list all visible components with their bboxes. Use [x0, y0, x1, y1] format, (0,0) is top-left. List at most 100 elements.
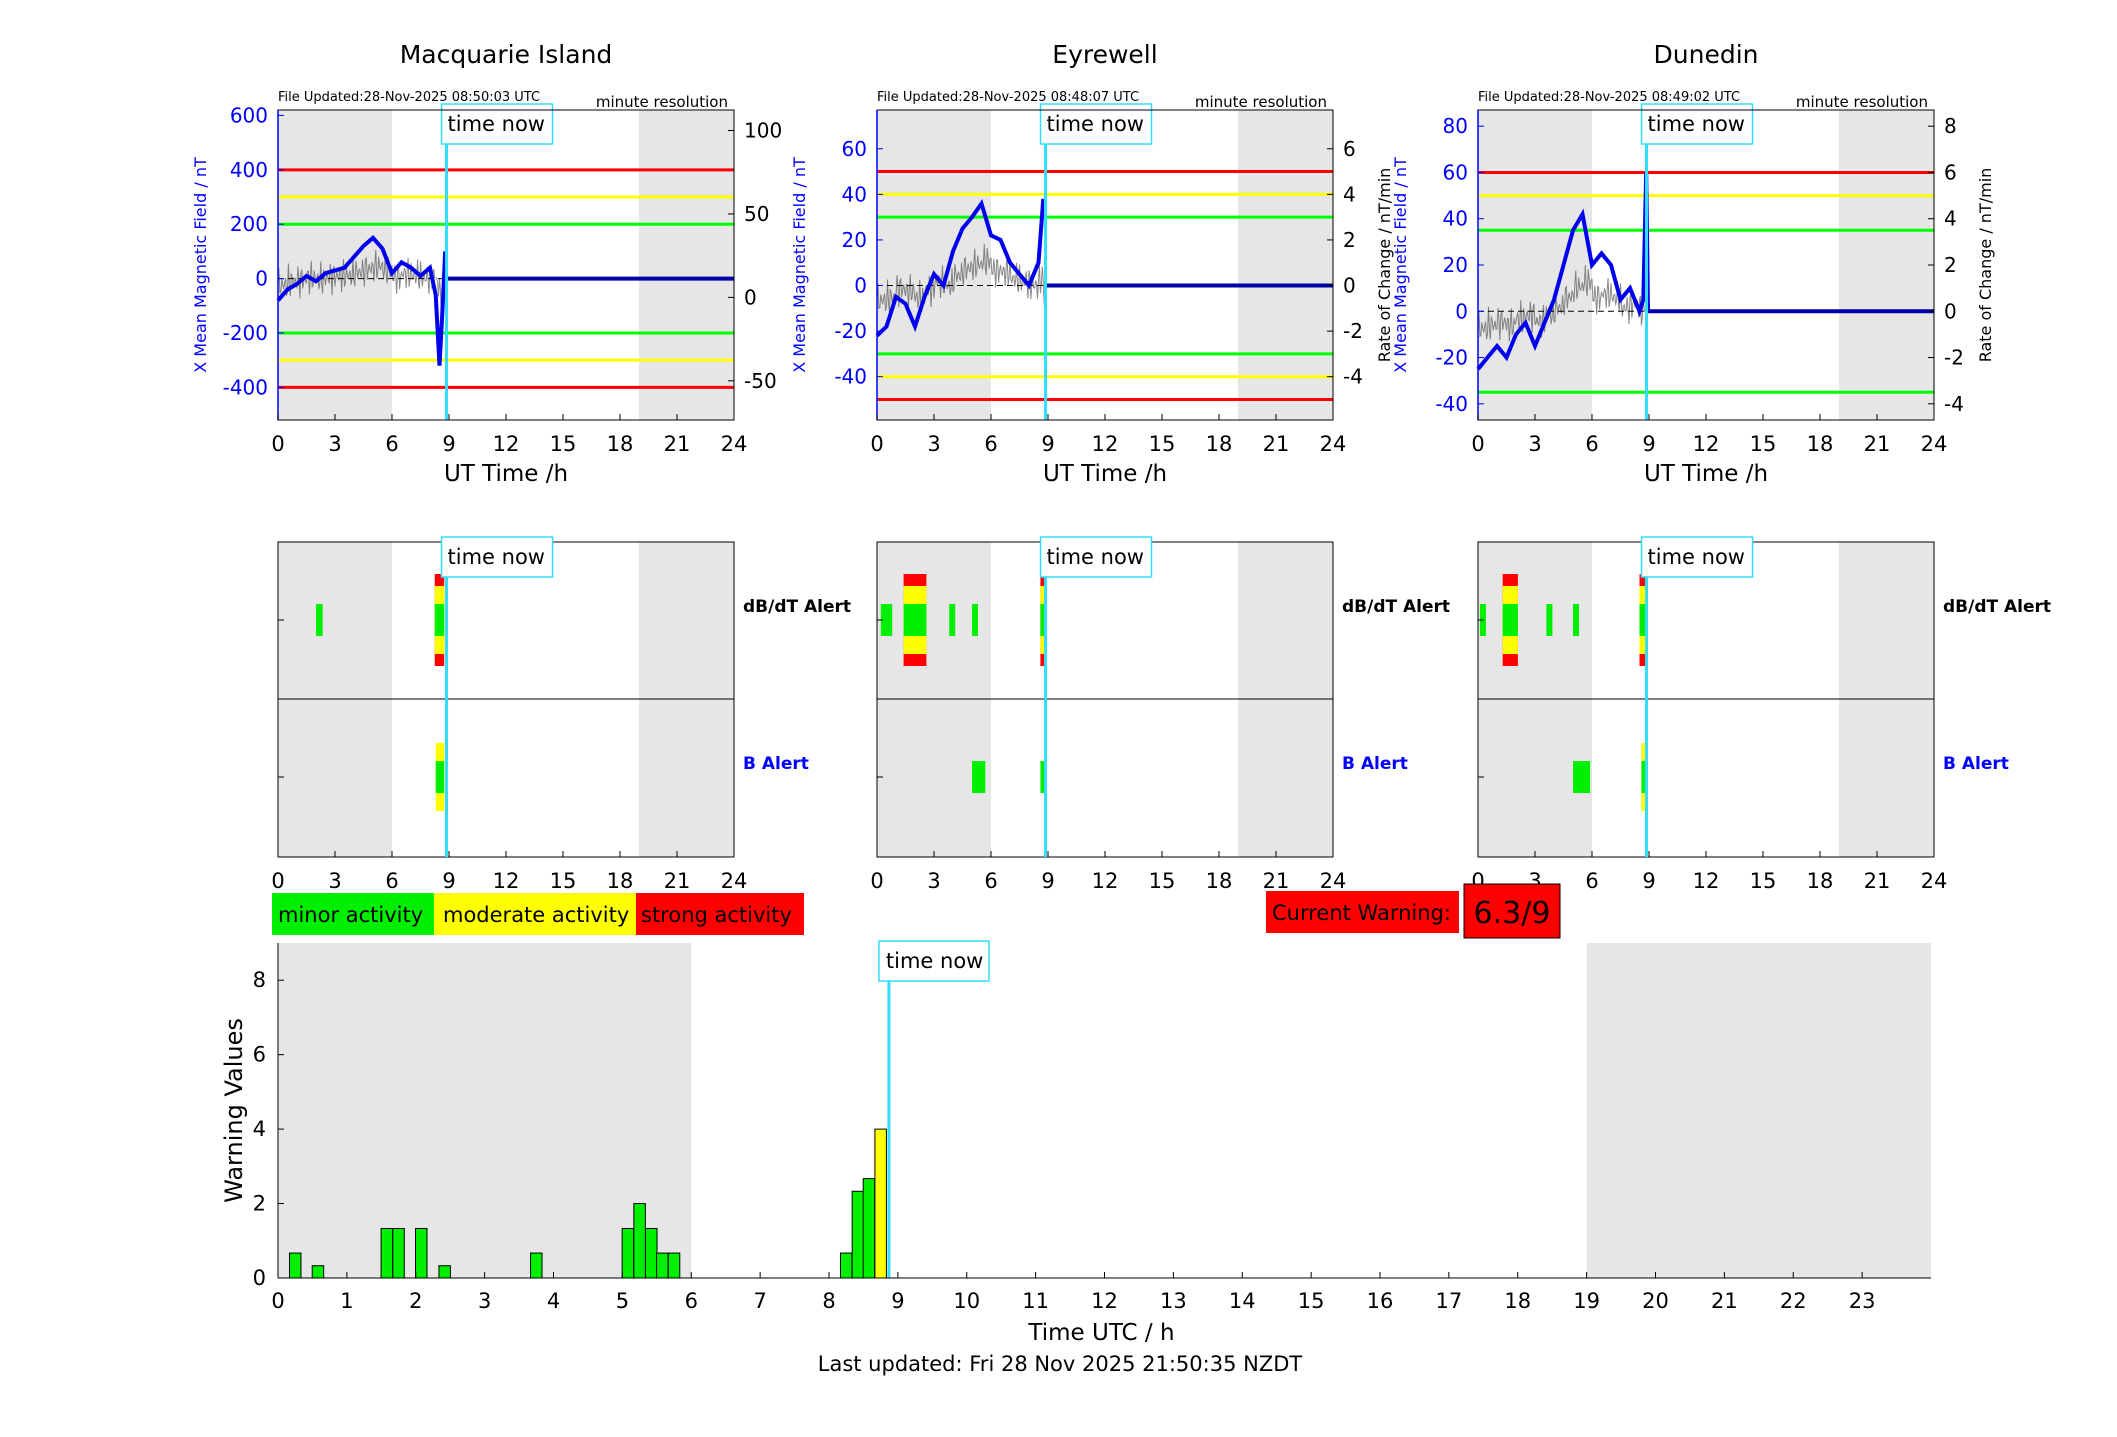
warning-bar	[645, 1227, 658, 1279]
time-now-box	[440, 536, 554, 578]
left-tick-label: 0	[1455, 299, 1468, 323]
time-now-box	[1640, 103, 1754, 145]
x-tick-label: 12	[1092, 869, 1119, 893]
left-axis-label: X Mean Magnetic Field / nT	[1391, 157, 1410, 373]
dbdt-alert-mark	[434, 604, 445, 636]
x-tick-label: 9	[1041, 869, 1054, 893]
time-now-box	[1039, 536, 1153, 578]
current-warning-label: Current Warning:	[1272, 901, 1451, 925]
legend-minor-swatch	[272, 893, 434, 935]
y-axis-label: Warning Values	[220, 1018, 248, 1203]
dbdt-alert-mark	[903, 604, 927, 636]
station-alert-chart-0: time now 0 3 6 9 12 15 18 21 24 dB/dT Alert B Alert	[271, 536, 851, 893]
x-tick-label: 18	[607, 432, 634, 456]
resolution-text: minute resolution	[1796, 93, 1928, 111]
night-shade	[1478, 110, 1592, 420]
activity-legend: minor activity moderate activity strong …	[272, 893, 804, 935]
x-tick-label: 18	[1504, 1289, 1531, 1313]
current-warning-label-box	[1266, 891, 1459, 933]
x-tick-label: 9	[1041, 432, 1054, 456]
legend-minor-label: minor activity	[278, 903, 423, 927]
station-title: Macquarie Island	[400, 40, 613, 69]
legend-moderate-label: moderate activity	[443, 903, 629, 927]
dbdt-alert-mark	[316, 604, 323, 636]
left-tick-label: 0	[854, 274, 867, 298]
left-tick-label: 20	[842, 228, 867, 252]
x-tick-label: 3	[927, 432, 940, 456]
resolution-text: minute resolution	[1195, 93, 1327, 111]
x-tick-label: 21	[664, 869, 691, 893]
left-tick-label: 400	[230, 158, 268, 182]
warning-bar	[851, 1190, 865, 1279]
x-tick-label: 4	[547, 1289, 560, 1313]
right-tick-label: -4	[1343, 365, 1363, 389]
warning-bar	[862, 1178, 876, 1279]
left-tick-label: 40	[1443, 207, 1468, 231]
current-warning-value-box	[1463, 883, 1561, 939]
warning-bar	[380, 1227, 394, 1279]
night-shade	[1586, 943, 1931, 1278]
file-updated-text: File Updated:28-Nov-2025 08:48:07 UTC	[877, 90, 1139, 105]
left-tick-label: 200	[230, 212, 268, 236]
time-now-label: time now	[886, 949, 983, 973]
left-tick-label: 40	[842, 182, 867, 206]
right-tick-label: 0	[744, 285, 757, 309]
x-tick-label: 24	[1320, 432, 1347, 456]
x-tick-label: 1	[340, 1289, 353, 1313]
right-axis-label: Rate of Change / nT/min	[1976, 168, 1995, 363]
x-tick-label: 2	[409, 1289, 422, 1313]
x-tick-label: 10	[953, 1289, 980, 1313]
b-alert-label: B Alert	[743, 754, 809, 774]
magnetic-field-trace	[1476, 172, 1650, 371]
x-tick-label: 18	[1807, 869, 1834, 893]
time-now-label: time now	[448, 545, 545, 569]
warning-bar	[656, 1252, 669, 1279]
left-axis-label: X Mean Magnetic Field / nT	[790, 157, 809, 373]
last-updated: Last updated: Fri 28 Nov 2025 21:50:35 N…	[818, 1352, 1303, 1376]
right-tick-label: -2	[1343, 319, 1363, 343]
right-tick-label: 0	[1343, 274, 1356, 298]
x-tick-label: 21	[1864, 432, 1891, 456]
warning-bar	[633, 1203, 646, 1279]
x-axis-label: UT Time /h	[1644, 461, 1768, 487]
station-title: Dunedin	[1654, 40, 1759, 69]
x-tick-label: 0	[1471, 432, 1484, 456]
left-tick-label: -20	[1435, 346, 1468, 370]
right-tick-label: 4	[1343, 182, 1356, 206]
x-axis-label: Time UTC / h	[1027, 1320, 1174, 1346]
left-tick-label: 600	[230, 103, 268, 127]
time-now-label: time now	[1648, 545, 1745, 569]
left-axis-label: X Mean Magnetic Field / nT	[191, 157, 210, 373]
x-tick-label: 15	[1750, 432, 1777, 456]
x-tick-label: 0	[870, 432, 883, 456]
night-shade	[278, 943, 692, 1278]
x-tick-label: 21	[1263, 432, 1290, 456]
right-tick-label: 2	[1944, 253, 1957, 277]
b-alert-mark	[1641, 761, 1648, 793]
x-tick-label: 9	[442, 432, 455, 456]
time-now-box	[1039, 103, 1153, 145]
x-tick-label: 9	[1642, 869, 1655, 893]
x-tick-label: 0	[271, 869, 284, 893]
x-tick-label: 9	[442, 869, 455, 893]
dbdt-alert-mark	[1040, 604, 1047, 636]
x-tick-label: 6	[1585, 432, 1598, 456]
x-tick-label: 12	[1092, 432, 1119, 456]
time-now-box	[440, 103, 554, 145]
right-tick-label: 0	[1944, 299, 1957, 323]
x-tick-label: 18	[1206, 432, 1233, 456]
x-tick-label: 5	[616, 1289, 629, 1313]
right-tick-label: -4	[1944, 392, 1964, 416]
x-tick-label: 15	[1298, 1289, 1325, 1313]
x-tick-label: 21	[664, 432, 691, 456]
x-tick-label: 17	[1436, 1289, 1463, 1313]
time-now-box	[1640, 536, 1754, 578]
time-now-label: time now	[1047, 545, 1144, 569]
night-shade	[1839, 110, 1934, 420]
left-tick-label: -40	[834, 365, 867, 389]
x-tick-label: 6	[1585, 869, 1598, 893]
x-tick-label: 0	[870, 869, 883, 893]
x-tick-label: 21	[1711, 1289, 1738, 1313]
